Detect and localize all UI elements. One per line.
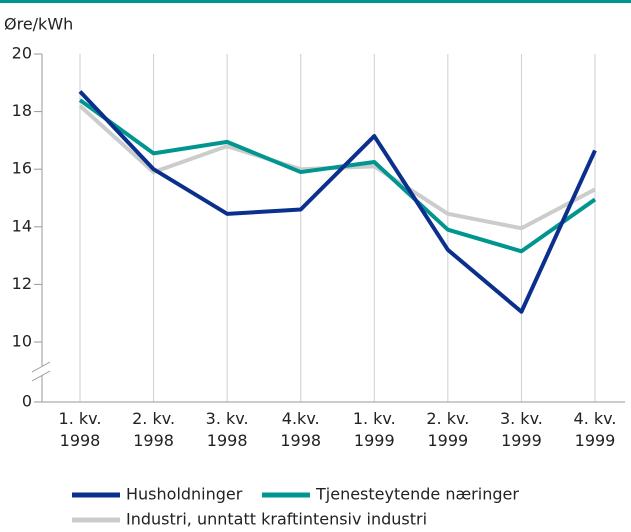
series-line (78, 98, 597, 254)
y-axis-label: Øre/kWh (4, 15, 73, 34)
axis-break-gap (30, 366, 54, 375)
x-tick-label: 3. kv. 1998 (205, 409, 249, 450)
y-tick-label: 10 (12, 332, 32, 351)
y-tick-label: 0 (22, 392, 32, 411)
y-tick-label: 18 (12, 101, 32, 120)
x-tick-label: 2. kv. 1998 (132, 409, 176, 450)
y-tick-label: 12 (12, 274, 32, 293)
series-line (78, 90, 597, 314)
legend-label: Tjenesteytende næringer (315, 485, 519, 504)
y-tick-label: 20 (12, 44, 32, 63)
x-tick-label: 1. kv. 1998 (58, 409, 102, 450)
y-tick-label: 14 (12, 216, 32, 235)
axis-break (31, 370, 51, 382)
x-tick-label: 1. kv. 1999 (352, 409, 396, 450)
axis-break (31, 361, 51, 373)
x-tick-label: 2. kv. 1999 (426, 409, 470, 450)
legend-label: Industri, unntatt kraftintensiv industri (126, 510, 427, 529)
x-tick-label: 4.kv. 1998 (280, 409, 322, 450)
x-tick-label: 3. kv. 1999 (499, 409, 543, 450)
x-tick-label: 4. kv. 1999 (573, 409, 617, 450)
legend-label: Husholdninger (126, 485, 243, 504)
y-tick-label: 16 (12, 159, 32, 178)
